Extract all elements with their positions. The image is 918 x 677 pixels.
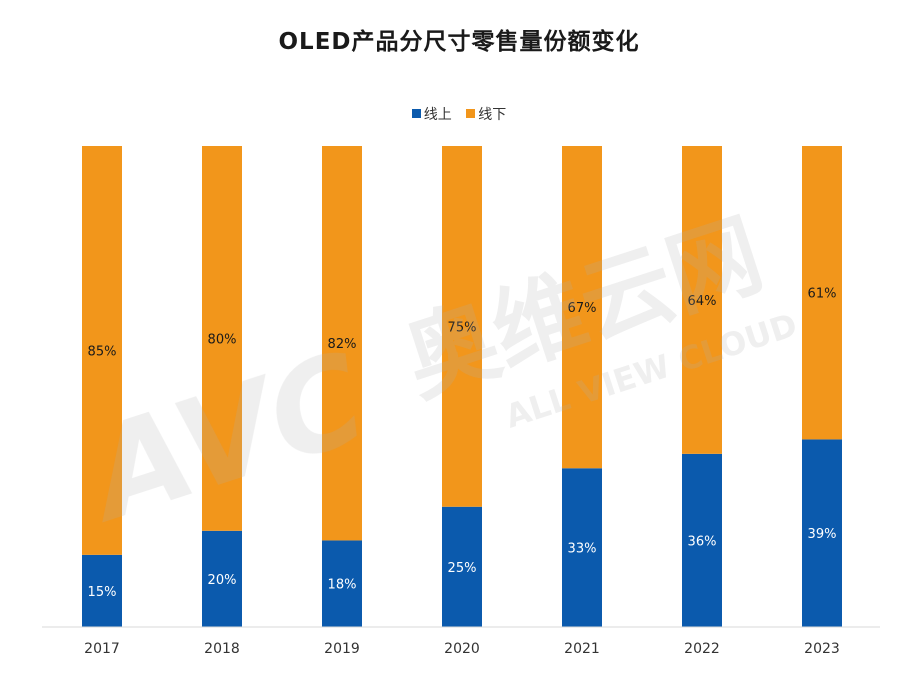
- data-label-online-2023: 39%: [808, 527, 837, 542]
- x-tick-2018: 2018: [204, 641, 240, 657]
- bar-online-2017[interactable]: [82, 554, 122, 627]
- bar-offline-2020[interactable]: [442, 146, 482, 507]
- x-tick-2019: 2019: [324, 641, 360, 657]
- bar-online-2021[interactable]: [562, 468, 602, 627]
- chart-title: OLED产品分尺寸零售量份额变化: [278, 29, 640, 55]
- legend-swatch-offline: [466, 109, 476, 118]
- bar-offline-2017[interactable]: [82, 146, 122, 555]
- data-label-offline-2019: 82%: [328, 337, 357, 352]
- data-label-online-2017: 15%: [88, 585, 117, 600]
- bar-offline-2023[interactable]: [802, 146, 842, 440]
- bar-online-2020[interactable]: [442, 506, 482, 627]
- data-label-offline-2022: 64%: [688, 294, 717, 309]
- legend-item-online[interactable]: 线上: [411, 104, 452, 124]
- data-label-offline-2018: 80%: [208, 332, 237, 347]
- x-tick-2023: 2023: [804, 641, 840, 657]
- data-label-offline-2021: 67%: [568, 301, 597, 316]
- bar-offline-2021[interactable]: [562, 146, 602, 469]
- data-label-online-2020: 25%: [448, 561, 477, 576]
- legend-item-offline[interactable]: 线下: [466, 104, 506, 124]
- data-label-online-2019: 18%: [328, 578, 357, 593]
- x-tick-2020: 2020: [444, 641, 480, 657]
- data-label-offline-2020: 75%: [448, 320, 477, 335]
- bar-online-2023[interactable]: [802, 439, 842, 627]
- x-tick-labels: 2017 2018 2019 2020 2021 2022 2023: [84, 641, 840, 657]
- bar-online-2019[interactable]: [322, 540, 362, 627]
- legend-label-offline: 线下: [478, 107, 507, 123]
- bar-offline-2018[interactable]: [202, 146, 242, 531]
- data-label-offline-2023: 61%: [808, 287, 837, 302]
- x-tick-2021: 2021: [564, 641, 600, 657]
- data-label-online-2021: 33%: [568, 542, 597, 557]
- bars-group: 15% 85% 20% 80% 18% 82% 25% 75% 33% 67% 36% 64% 39% 6…: [82, 146, 842, 627]
- data-label-online-2022: 36%: [688, 534, 717, 549]
- bar-offline-2019[interactable]: [322, 146, 362, 541]
- data-label-online-2018: 20%: [208, 573, 237, 588]
- bar-online-2022[interactable]: [682, 453, 722, 627]
- legend-swatch-online: [411, 109, 421, 118]
- bar-online-2018[interactable]: [202, 530, 242, 627]
- data-label-offline-2017: 85%: [88, 344, 117, 359]
- x-tick-2017: 2017: [84, 641, 120, 657]
- bar-offline-2022[interactable]: [682, 146, 722, 454]
- legend-label-online: 线上: [423, 107, 452, 123]
- legend: 线上 线下: [0, 104, 918, 124]
- x-tick-2022: 2022: [684, 641, 720, 657]
